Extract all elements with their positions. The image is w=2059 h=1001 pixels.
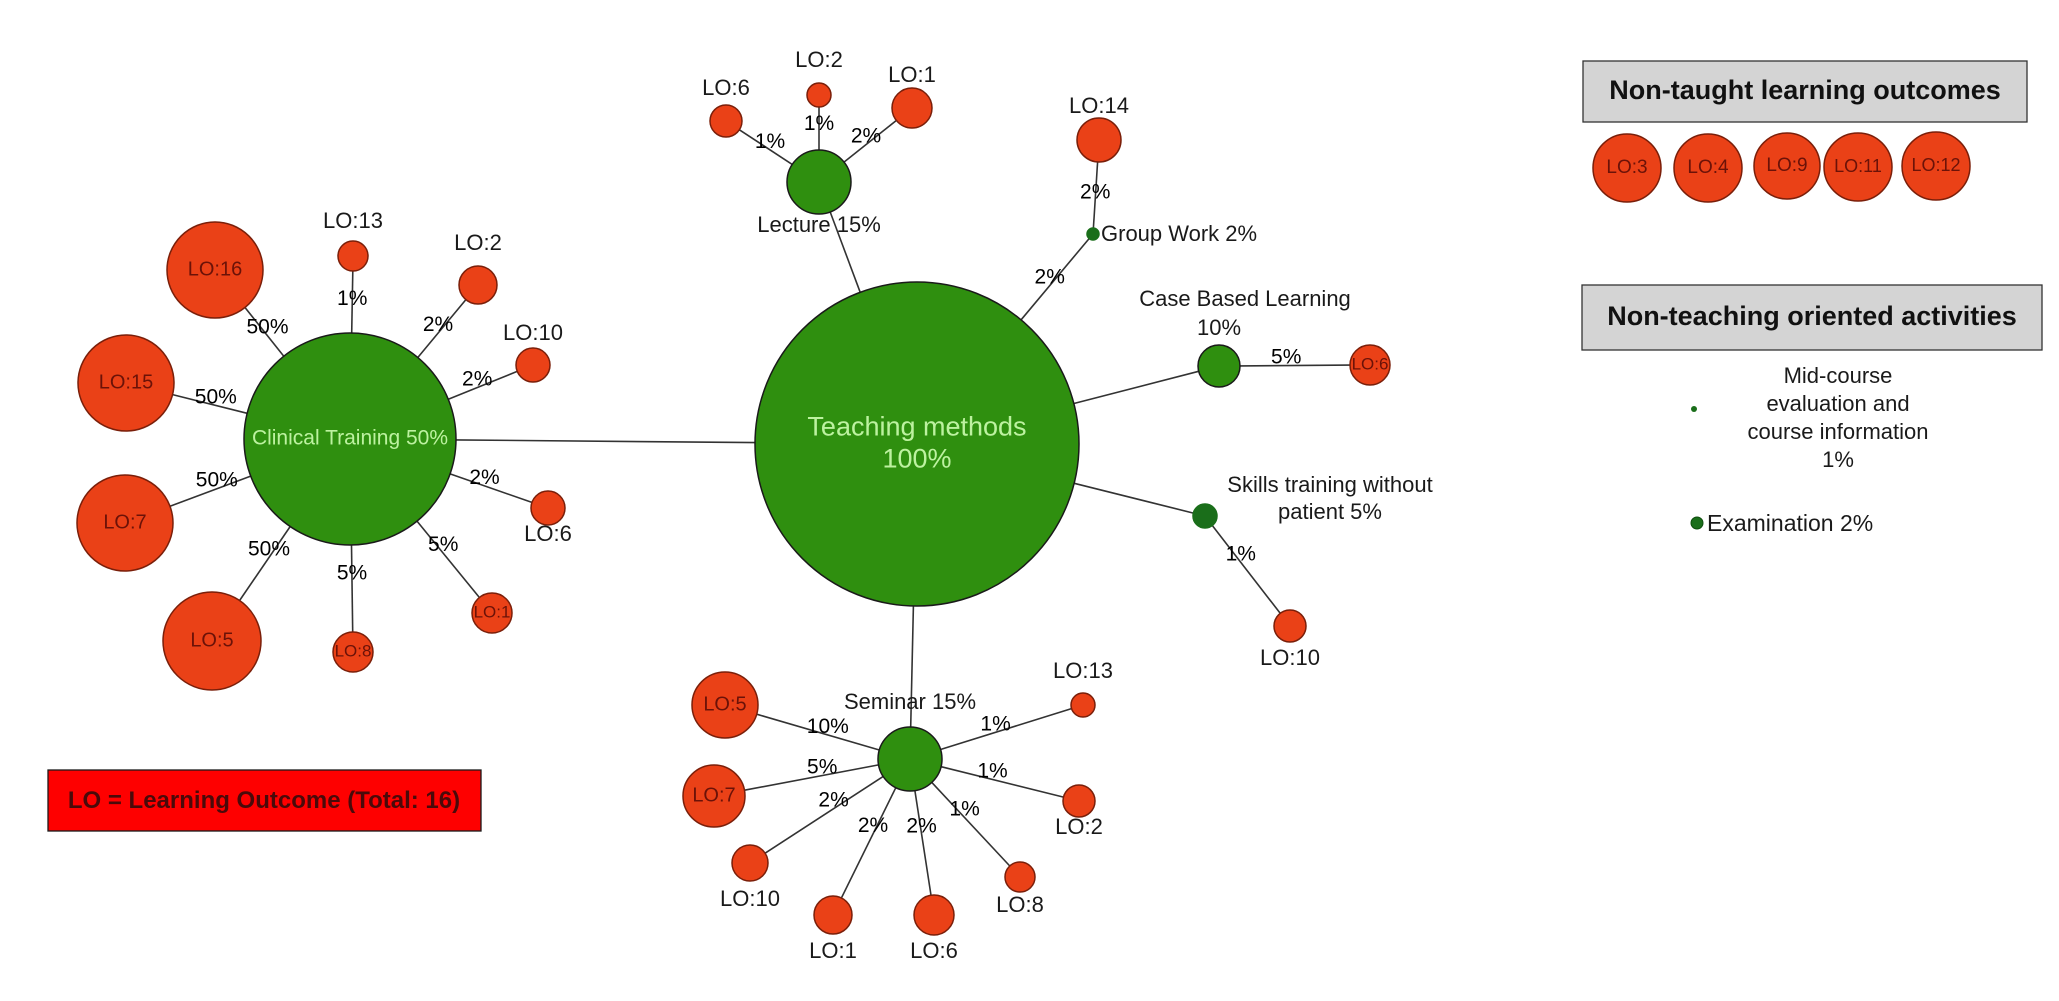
svg-text:LO:2: LO:2: [795, 47, 843, 72]
svg-text:LO:5: LO:5: [703, 693, 746, 715]
svg-text:LO:5: LO:5: [190, 629, 233, 651]
svg-text:10%: 10%: [1197, 315, 1241, 340]
svg-text:50%: 50%: [248, 538, 290, 561]
svg-text:2%: 2%: [851, 125, 881, 148]
svg-text:LO:16: LO:16: [188, 258, 242, 280]
svg-text:LO:10: LO:10: [720, 886, 780, 911]
svg-text:Group Work 2%: Group Work 2%: [1101, 221, 1257, 246]
svg-text:1%: 1%: [980, 712, 1010, 735]
svg-text:50%: 50%: [196, 469, 238, 492]
svg-text:50%: 50%: [195, 386, 237, 409]
svg-text:5%: 5%: [337, 562, 367, 585]
svg-text:LO:2: LO:2: [454, 230, 502, 255]
svg-text:LO:8: LO:8: [996, 892, 1044, 917]
svg-text:Case Based Learning: Case Based Learning: [1139, 286, 1351, 311]
svg-text:LO:6: LO:6: [1352, 354, 1389, 373]
svg-text:1%: 1%: [755, 130, 785, 153]
svg-text:evaluation and: evaluation and: [1766, 391, 1909, 416]
svg-text:2%: 2%: [423, 313, 453, 336]
svg-text:Mid-course: Mid-course: [1784, 363, 1893, 388]
svg-text:LO:11: LO:11: [1834, 156, 1882, 176]
svg-text:LO:10: LO:10: [503, 320, 563, 345]
svg-text:2%: 2%: [906, 815, 936, 838]
svg-text:1%: 1%: [977, 760, 1007, 783]
svg-text:LO:3: LO:3: [1606, 157, 1647, 178]
svg-text:2%: 2%: [469, 466, 499, 489]
svg-text:LO = Learning Outcome (Total:: LO = Learning Outcome (Total: 16): [68, 787, 460, 814]
svg-text:LO:7: LO:7: [692, 784, 735, 806]
svg-text:LO:10: LO:10: [1260, 645, 1320, 670]
svg-text:LO:1: LO:1: [888, 62, 936, 87]
svg-text:Clinical Training 50%: Clinical Training 50%: [252, 427, 448, 450]
svg-text:1%: 1%: [1822, 447, 1854, 472]
svg-text:2%: 2%: [858, 814, 888, 837]
svg-text:patient 5%: patient 5%: [1278, 499, 1382, 524]
svg-text:Lecture 15%: Lecture 15%: [757, 212, 881, 237]
svg-text:10%: 10%: [807, 715, 849, 738]
svg-text:Skills training without: Skills training without: [1227, 472, 1432, 497]
svg-text:1%: 1%: [1226, 542, 1256, 565]
svg-text:5%: 5%: [1271, 346, 1301, 369]
svg-text:LO:6: LO:6: [702, 75, 750, 100]
svg-text:LO:14: LO:14: [1069, 93, 1129, 118]
svg-text:LO:4: LO:4: [1687, 157, 1729, 178]
svg-text:100%: 100%: [882, 443, 951, 473]
svg-text:Non-teaching oriented activiti: Non-teaching oriented activities: [1607, 301, 2017, 331]
svg-text:LO:13: LO:13: [1053, 658, 1113, 683]
svg-text:LO:9: LO:9: [1766, 155, 1807, 176]
svg-text:Seminar 15%: Seminar 15%: [844, 689, 976, 714]
svg-text:LO:13: LO:13: [323, 208, 383, 233]
svg-text:LO:6: LO:6: [524, 521, 572, 546]
svg-text:LO:7: LO:7: [103, 511, 146, 533]
svg-text:LO:6: LO:6: [910, 938, 958, 963]
svg-text:1%: 1%: [949, 798, 979, 821]
svg-text:Non-taught learning outcomes: Non-taught learning outcomes: [1609, 75, 2001, 105]
svg-text:2%: 2%: [1080, 180, 1110, 203]
svg-text:LO:15: LO:15: [99, 371, 153, 393]
svg-text:1%: 1%: [337, 287, 367, 310]
svg-text:LO:1: LO:1: [474, 602, 511, 621]
svg-text:50%: 50%: [246, 316, 288, 339]
svg-text:5%: 5%: [428, 533, 458, 556]
svg-text:LO:1: LO:1: [809, 938, 857, 963]
svg-text:2%: 2%: [1035, 266, 1065, 289]
svg-text:Examination 2%: Examination 2%: [1707, 510, 1873, 536]
svg-text:course information: course information: [1748, 419, 1929, 444]
svg-text:2%: 2%: [818, 789, 848, 812]
svg-text:5%: 5%: [807, 756, 837, 779]
svg-text:LO:12: LO:12: [1911, 155, 1960, 175]
svg-text:Teaching methods: Teaching methods: [807, 411, 1026, 441]
svg-text:LO:8: LO:8: [335, 641, 372, 660]
svg-text:1%: 1%: [804, 112, 834, 135]
svg-text:LO:2: LO:2: [1055, 814, 1103, 839]
svg-text:2%: 2%: [462, 368, 492, 391]
